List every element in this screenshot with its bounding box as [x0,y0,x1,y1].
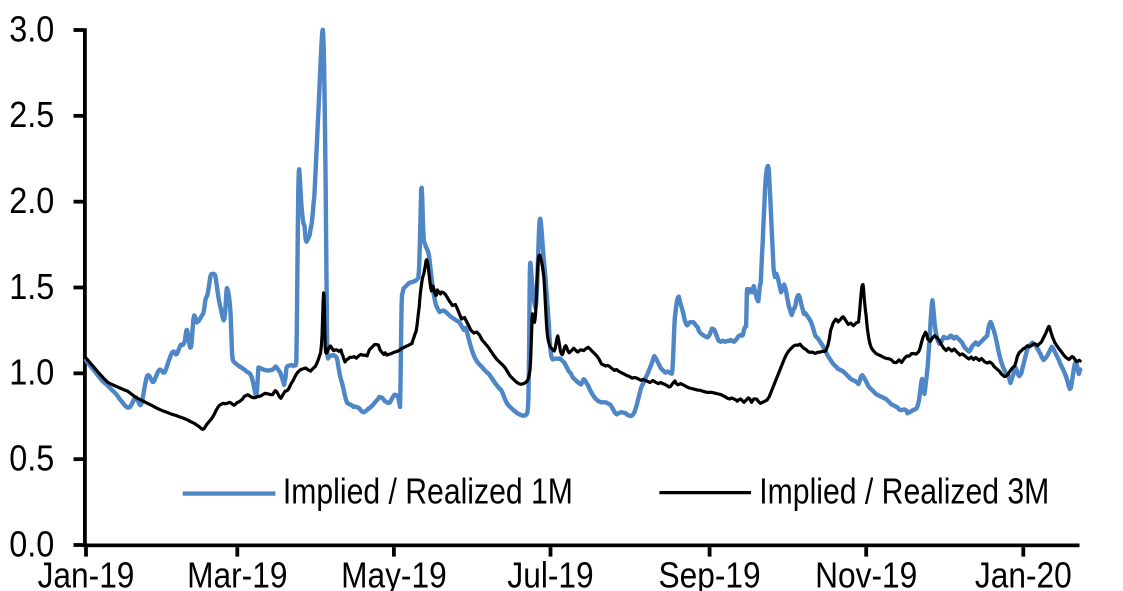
svg-text:Sep-19: Sep-19 [659,556,761,591]
svg-text:Jul-19: Jul-19 [507,556,593,591]
svg-text:3.0: 3.0 [9,10,54,50]
svg-text:1.0: 1.0 [9,353,54,393]
svg-text:Jan-20: Jan-20 [975,556,1072,591]
svg-text:Implied / Realized 1M: Implied / Realized 1M [283,472,573,512]
svg-text:0.0: 0.0 [9,525,54,565]
svg-text:Implied / Realized 3M: Implied / Realized 3M [759,472,1049,512]
svg-text:Nov-19: Nov-19 [815,556,917,591]
svg-text:May-19: May-19 [341,556,447,591]
svg-text:0.5: 0.5 [9,439,54,479]
svg-text:2.5: 2.5 [9,96,54,136]
svg-text:1.5: 1.5 [9,267,54,307]
svg-text:2.0: 2.0 [9,181,54,221]
svg-text:Mar-19: Mar-19 [187,556,287,591]
svg-text:Jan-19: Jan-19 [38,556,135,591]
